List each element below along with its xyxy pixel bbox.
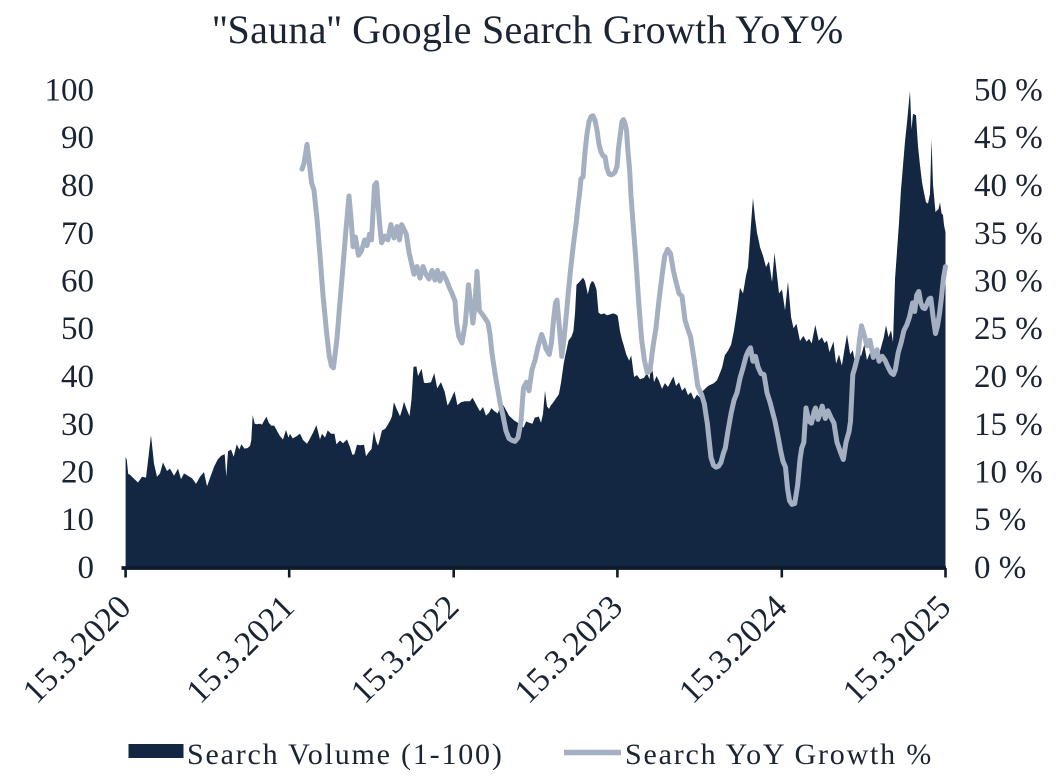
svg-text:10 %: 10 % (974, 455, 1043, 491)
svg-text:30: 30 (61, 407, 94, 443)
svg-text:30 %: 30 % (974, 264, 1043, 300)
svg-text:40: 40 (61, 359, 94, 395)
svg-text:90: 90 (61, 120, 94, 156)
svg-text:45 %: 45 % (974, 120, 1043, 156)
svg-text:20: 20 (61, 455, 94, 491)
svg-text:0: 0 (78, 550, 95, 586)
svg-text:50 %: 50 % (974, 73, 1043, 109)
svg-text:25 %: 25 % (974, 311, 1043, 347)
svg-text:60: 60 (61, 264, 94, 300)
svg-text:15 %: 15 % (974, 407, 1043, 443)
svg-text:Search YoY Growth %: Search YoY Growth % (625, 738, 933, 771)
svg-text:''Sauna'' Google Search Growth: ''Sauna'' Google Search Growth YoY% (213, 7, 844, 52)
svg-text:35 %: 35 % (974, 216, 1043, 252)
svg-text:100: 100 (45, 73, 95, 109)
svg-text:80: 80 (61, 168, 94, 204)
svg-text:0 %: 0 % (974, 550, 1026, 586)
svg-text:10: 10 (61, 502, 94, 538)
svg-text:Search Volume (1-100): Search Volume (1-100) (187, 738, 504, 771)
svg-text:50: 50 (61, 311, 94, 347)
svg-text:20 %: 20 % (974, 359, 1043, 395)
svg-text:70: 70 (61, 216, 94, 252)
svg-text:5 %: 5 % (974, 502, 1026, 538)
svg-text:40 %: 40 % (974, 168, 1043, 204)
